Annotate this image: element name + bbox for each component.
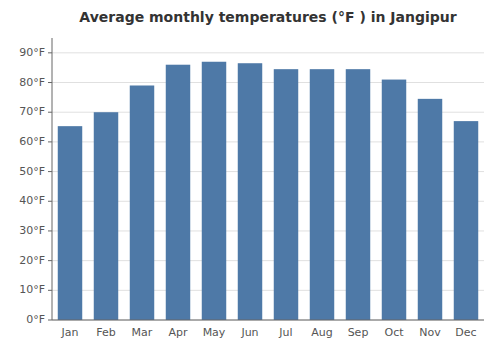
x-tick-label: Jan [61, 326, 79, 339]
x-tick-label: May [203, 326, 226, 339]
y-tick-label: 50°F [19, 165, 45, 178]
y-tick [48, 82, 52, 83]
x-tick-label: Jul [278, 326, 292, 339]
y-tick-label: 80°F [19, 76, 45, 89]
bar [238, 63, 262, 320]
x-tick-label: Aug [311, 326, 332, 339]
x-tick-label: Feb [96, 326, 115, 339]
bar [274, 69, 298, 320]
y-tick [48, 320, 52, 321]
bar [202, 62, 226, 320]
grid-line [52, 82, 484, 83]
y-tick [48, 141, 52, 142]
bar [94, 112, 118, 320]
y-tick [48, 260, 52, 261]
y-tick-label: 10°F [19, 283, 45, 296]
x-tick-label: Oct [384, 326, 404, 339]
bar [346, 69, 370, 320]
y-tick-label: 20°F [19, 254, 45, 267]
bars [58, 62, 478, 320]
grid [52, 53, 484, 320]
x-tick-label: Dec [455, 326, 476, 339]
bar [58, 126, 82, 320]
chart: Average monthly temperatures (°F ) in Ja… [0, 0, 500, 350]
y-axis: 0°F 10°F 20°F 30°F 40°F 50°F 60°F 70°F 80°F 90°F [19, 38, 52, 326]
y-tick-label: 30°F [19, 224, 45, 237]
bar [166, 65, 190, 320]
y-tick-label: 0°F [26, 313, 45, 326]
bar [310, 69, 334, 320]
y-tick [48, 112, 52, 113]
chart-container: Average monthly temperatures (°F ) in Ja… [0, 0, 500, 350]
y-tick-label: 70°F [19, 105, 45, 118]
x-axis-line [52, 320, 484, 321]
x-tick-label: Sep [348, 326, 369, 339]
grid-line [52, 320, 484, 321]
y-tick [48, 290, 52, 291]
y-tick [48, 230, 52, 231]
y-tick-label: 60°F [19, 135, 45, 148]
bar [454, 121, 478, 320]
y-tick-label: 90°F [19, 46, 45, 59]
bar [382, 80, 406, 320]
y-tick [48, 52, 52, 53]
x-axis: Jan Feb Mar Apr May Jun Jul Aug Sep Oct Nov Dec [52, 320, 484, 339]
x-tick-label: Nov [419, 326, 441, 339]
x-tick-label: Apr [168, 326, 188, 339]
y-axis-line [52, 38, 53, 320]
y-tick-label: 40°F [19, 194, 45, 207]
bar [130, 85, 154, 320]
title: Average monthly temperatures (°F ) in Ja… [79, 9, 456, 25]
y-tick [48, 201, 52, 202]
y-tick [48, 171, 52, 172]
grid-line [52, 52, 484, 53]
bar [418, 99, 442, 320]
x-tick-label: Mar [132, 326, 153, 339]
x-tick-label: Jun [240, 326, 258, 339]
